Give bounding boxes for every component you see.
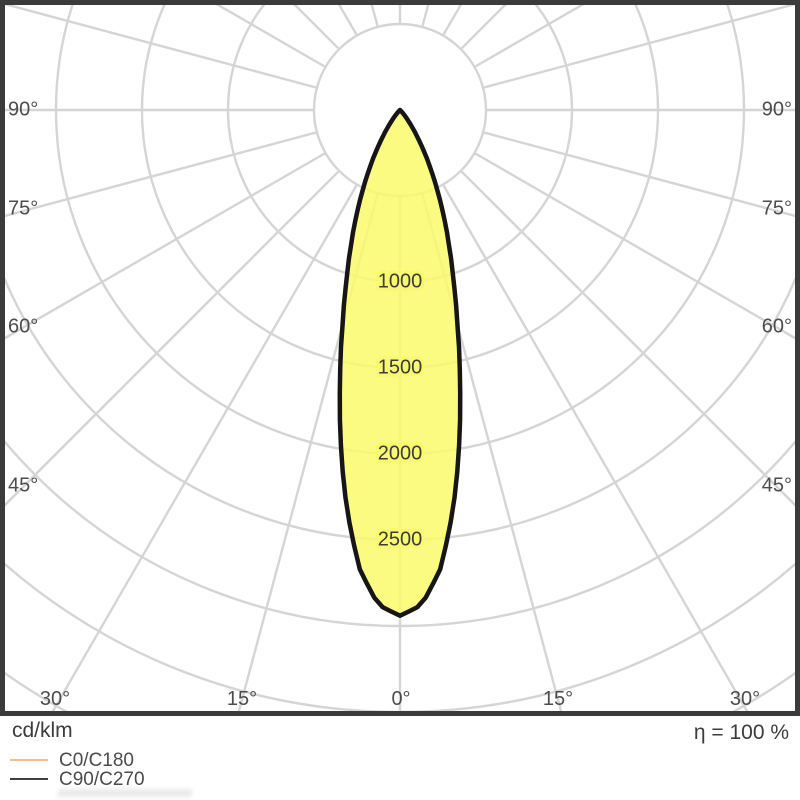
angle-label-left: 75° — [8, 197, 38, 219]
legend-label-c90-c270: C90/C270 — [59, 769, 145, 790]
grid-spoke — [5, 131, 318, 218]
angle-label-bottom: 0° — [391, 688, 410, 710]
angle-label-left: 45° — [8, 474, 38, 496]
beam-lobe-fill — [339, 110, 461, 616]
unit-label: cd/klm — [12, 719, 73, 742]
grid-spoke — [482, 131, 795, 218]
angle-label-left: 60° — [8, 315, 38, 337]
plot-border — [0, 0, 800, 716]
ring-value-label: 1000 — [378, 270, 423, 292]
ring-value-label: 2000 — [378, 442, 423, 464]
grid-spoke — [5, 169, 341, 507]
angle-label-right: 75° — [762, 197, 792, 219]
grid-spoke — [459, 5, 507, 51]
grid-spoke — [5, 151, 327, 340]
efficiency-label: η = 100 % — [694, 721, 789, 744]
angle-label-right: 45° — [762, 474, 792, 496]
ring-value-label: 1500 — [378, 356, 423, 378]
angle-label-right: 90° — [762, 98, 792, 120]
grid-spoke — [215, 5, 327, 69]
angle-label-right: 60° — [762, 315, 792, 337]
ring-value-labels: 1000 1500 2000 2500 — [374, 267, 426, 554]
angle-labels: 90° 75° 60° 45° 90° 75° 60° 45° 30° 15° 0° 15° 30° — [8, 98, 792, 710]
cropped-content-artifact — [58, 789, 192, 797]
c90-c270-curve — [337, 107, 463, 618]
beam-lobe-group — [337, 107, 463, 618]
angle-label-bottom: 15° — [543, 688, 573, 710]
grid-spoke — [459, 169, 795, 507]
grid-spoke — [5, 5, 318, 89]
grid-spoke — [473, 151, 795, 340]
grid-spoke — [441, 183, 749, 711]
grid-spoke — [473, 5, 585, 69]
legend-label-c0-c180: C0/C180 — [59, 750, 134, 771]
grid-spoke — [293, 5, 341, 51]
grid-spoke — [482, 5, 795, 89]
angle-label-bottom: 15° — [227, 688, 257, 710]
angle-label-bottom: 30° — [730, 688, 760, 710]
legend: C0/C180 C90/C270 — [10, 750, 145, 790]
grid-spoke — [51, 183, 359, 711]
angle-label-bottom: 30° — [40, 688, 70, 710]
ring-value-label: 2500 — [378, 528, 423, 550]
angle-label-left: 90° — [8, 98, 38, 120]
